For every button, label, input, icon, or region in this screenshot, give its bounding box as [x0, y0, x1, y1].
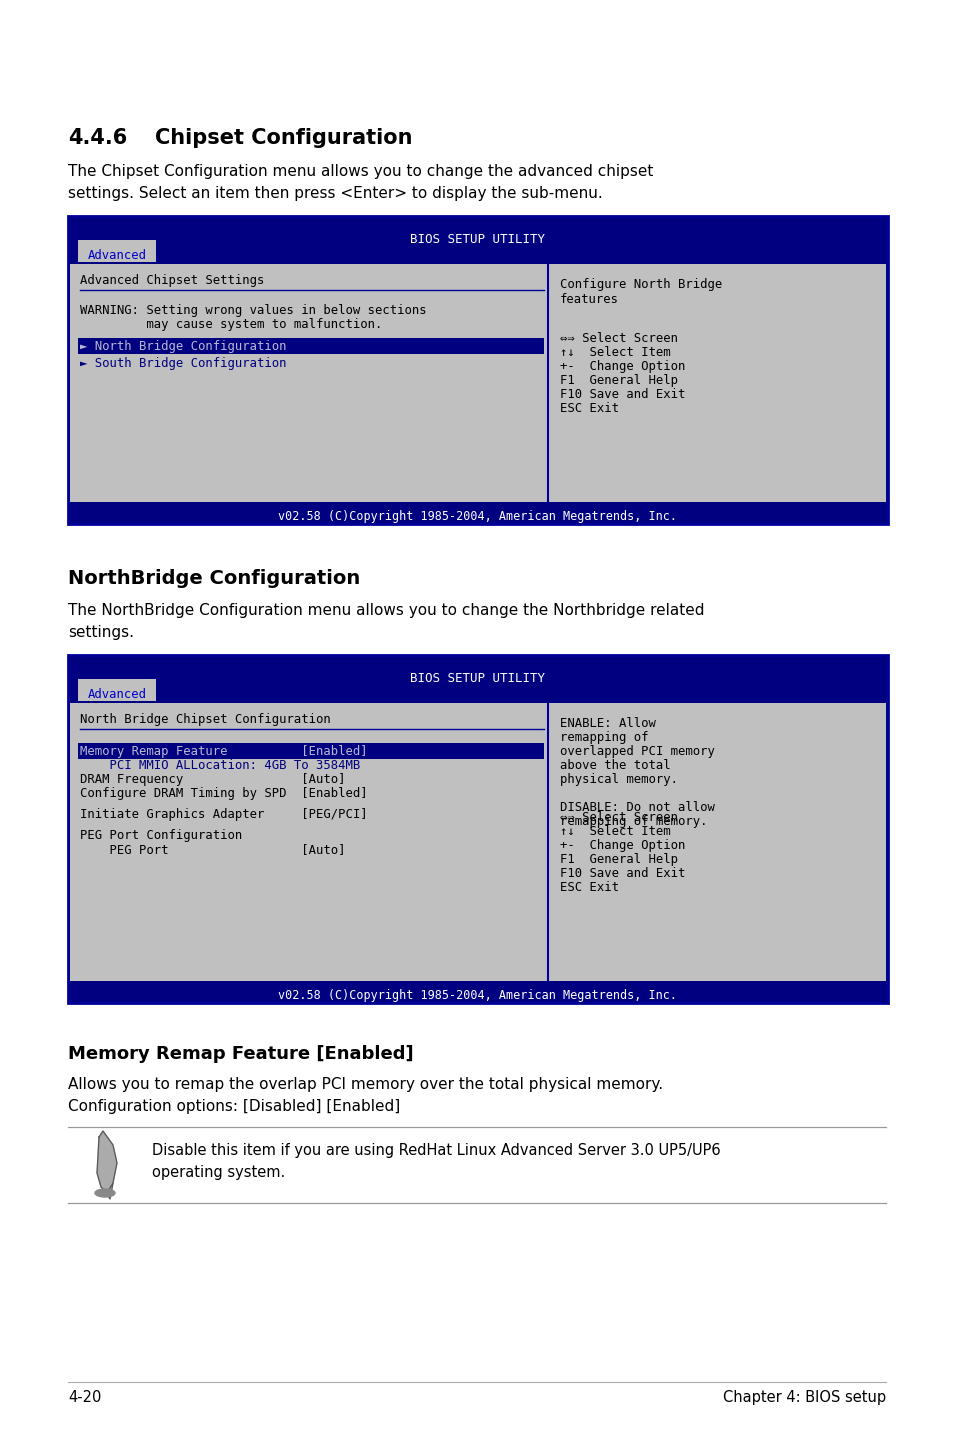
Text: F10 Save and Exit: F10 Save and Exit: [559, 867, 684, 880]
Ellipse shape: [95, 1189, 115, 1196]
Text: ↑↓  Select Item: ↑↓ Select Item: [559, 347, 670, 360]
Text: PEG Port Configuration: PEG Port Configuration: [80, 828, 242, 843]
Text: v02.58 (C)Copyright 1985-2004, American Megatrends, Inc.: v02.58 (C)Copyright 1985-2004, American …: [278, 510, 677, 523]
Bar: [68, 981, 887, 1002]
Text: operating system.: operating system.: [152, 1165, 285, 1181]
Bar: [68, 216, 887, 523]
Text: overlapped PCI memory: overlapped PCI memory: [559, 745, 714, 758]
Text: Configure DRAM Timing by SPD  [Enabled]: Configure DRAM Timing by SPD [Enabled]: [80, 787, 367, 800]
Text: Advanced Chipset Settings: Advanced Chipset Settings: [80, 275, 264, 288]
Bar: [70, 703, 885, 981]
Text: DISABLE: Do not allow: DISABLE: Do not allow: [559, 801, 714, 814]
Text: BIOS SETUP UTILITY: BIOS SETUP UTILITY: [410, 233, 545, 246]
Text: physical memory.: physical memory.: [559, 774, 678, 787]
Text: ⇔⇒ Select Screen: ⇔⇒ Select Screen: [559, 332, 678, 345]
Text: ENABLE: Allow: ENABLE: Allow: [559, 718, 655, 731]
Text: Configure North Bridge
features: Configure North Bridge features: [559, 278, 721, 306]
Bar: [68, 216, 887, 523]
Bar: [68, 502, 887, 523]
Text: remapping of: remapping of: [559, 731, 648, 743]
Bar: [78, 338, 543, 354]
Text: Chipset Configuration: Chipset Configuration: [154, 128, 412, 148]
Bar: [68, 216, 887, 240]
Text: v02.58 (C)Copyright 1985-2004, American Megatrends, Inc.: v02.58 (C)Copyright 1985-2004, American …: [278, 989, 677, 1002]
Text: ⇔⇒ Select Screen: ⇔⇒ Select Screen: [559, 811, 678, 824]
Text: remapping of memory.: remapping of memory.: [559, 815, 707, 828]
Text: settings.: settings.: [68, 626, 133, 640]
Bar: [78, 240, 156, 262]
Bar: [68, 654, 887, 1002]
Text: +-  Change Option: +- Change Option: [559, 838, 684, 851]
Text: 4-20: 4-20: [68, 1391, 101, 1405]
Text: F10 Save and Exit: F10 Save and Exit: [559, 388, 684, 401]
Text: ► North Bridge Configuration: ► North Bridge Configuration: [80, 339, 286, 352]
Text: The NorthBridge Configuration menu allows you to change the Northbridge related: The NorthBridge Configuration menu allow…: [68, 603, 703, 618]
Text: Chapter 4: BIOS setup: Chapter 4: BIOS setup: [722, 1391, 885, 1405]
Text: NorthBridge Configuration: NorthBridge Configuration: [68, 569, 360, 588]
Text: ESC Exit: ESC Exit: [559, 881, 618, 894]
Bar: [78, 679, 156, 700]
Bar: [70, 265, 885, 502]
Text: ↑↓  Select Item: ↑↓ Select Item: [559, 825, 670, 838]
Text: ESC Exit: ESC Exit: [559, 403, 618, 416]
Text: BIOS SETUP UTILITY: BIOS SETUP UTILITY: [410, 672, 545, 684]
Text: DRAM Frequency                [Auto]: DRAM Frequency [Auto]: [80, 774, 345, 787]
Text: Advanced: Advanced: [88, 249, 147, 262]
Text: Disable this item if you are using RedHat Linux Advanced Server 3.0 UP5/UP6: Disable this item if you are using RedHa…: [152, 1143, 720, 1158]
Bar: [68, 679, 887, 703]
Text: Memory Remap Feature          [Enabled]: Memory Remap Feature [Enabled]: [80, 745, 367, 758]
Bar: [68, 654, 887, 1002]
Text: PEG Port                  [Auto]: PEG Port [Auto]: [80, 843, 345, 856]
Text: WARNING: Setting wrong values in below sections: WARNING: Setting wrong values in below s…: [80, 303, 426, 316]
Text: PCI MMIO ALLocation: 4GB To 3584MB: PCI MMIO ALLocation: 4GB To 3584MB: [80, 759, 360, 772]
Polygon shape: [107, 1183, 112, 1199]
Text: ► South Bridge Configuration: ► South Bridge Configuration: [80, 357, 286, 370]
Text: Memory Remap Feature [Enabled]: Memory Remap Feature [Enabled]: [68, 1045, 414, 1063]
Text: F1  General Help: F1 General Help: [559, 374, 678, 387]
Bar: [78, 743, 543, 759]
Text: North Bridge Chipset Configuration: North Bridge Chipset Configuration: [80, 713, 331, 726]
Text: settings. Select an item then press <Enter> to display the sub-menu.: settings. Select an item then press <Ent…: [68, 186, 602, 201]
Text: Allows you to remap the overlap PCI memory over the total physical memory.: Allows you to remap the overlap PCI memo…: [68, 1077, 662, 1091]
Text: Initiate Graphics Adapter     [PEG/PCI]: Initiate Graphics Adapter [PEG/PCI]: [80, 808, 367, 821]
Text: The Chipset Configuration menu allows you to change the advanced chipset: The Chipset Configuration menu allows yo…: [68, 164, 653, 178]
Bar: [68, 240, 887, 265]
Text: 4.4.6: 4.4.6: [68, 128, 127, 148]
Text: Advanced: Advanced: [88, 687, 147, 700]
Text: above the total: above the total: [559, 759, 670, 772]
Bar: [68, 654, 887, 679]
Text: may cause system to malfunction.: may cause system to malfunction.: [80, 318, 382, 331]
Polygon shape: [97, 1132, 117, 1194]
Text: F1  General Help: F1 General Help: [559, 853, 678, 866]
Text: Configuration options: [Disabled] [Enabled]: Configuration options: [Disabled] [Enabl…: [68, 1099, 400, 1114]
Text: +-  Change Option: +- Change Option: [559, 360, 684, 372]
